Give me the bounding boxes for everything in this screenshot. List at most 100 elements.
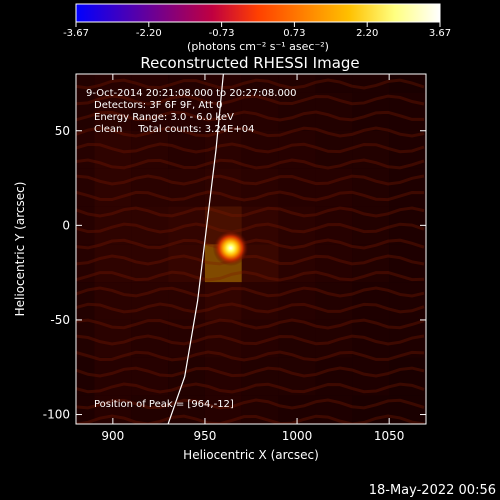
- ripple-line: [76, 222, 425, 234]
- heatmap-cell: [94, 130, 132, 169]
- solar-limb-curve: [167, 74, 224, 424]
- y-tick-label: -50: [50, 313, 70, 327]
- chart-title: Reconstructed RHESSI Image: [140, 54, 359, 72]
- heatmap-cell: [278, 130, 316, 169]
- colorbar-tick-label: -0.73: [209, 28, 235, 39]
- heatmap-cell: [278, 282, 316, 320]
- heatmap-cell: [352, 168, 390, 207]
- x-tick-label: 900: [101, 429, 124, 443]
- heatmap-cell: [204, 357, 242, 396]
- heatmap-cell: [389, 244, 426, 283]
- heatmap-cell: [94, 168, 132, 207]
- heatmap-cell: [315, 282, 353, 320]
- ripple-line: [76, 174, 425, 186]
- y-tick-label: 0: [62, 218, 70, 232]
- heatmap-cell: [315, 244, 353, 283]
- heatmap-cell: [278, 168, 316, 207]
- ripple-artifacts: [76, 78, 425, 424]
- annotation-time-range: 9-Oct-2014 20:21:08.000 to 20:27:08.000: [86, 88, 297, 99]
- heatmap-cell: [278, 74, 316, 93]
- heatmap-cell: [131, 282, 169, 320]
- colorbar-ticks: -3.67 -2.20 -0.73 0.73 2.20 3.67: [63, 22, 451, 39]
- ripple-line: [76, 286, 425, 298]
- heatmap-cell: [352, 319, 390, 358]
- heatmap-cell: [204, 130, 242, 169]
- y-tick-label: 50: [55, 124, 70, 138]
- ripple-line: [76, 126, 425, 138]
- ripple-line: [76, 110, 425, 122]
- ripple-line: [76, 302, 425, 314]
- ripple-line: [76, 142, 425, 154]
- ripple-line: [76, 270, 425, 282]
- heatmap-cell: [315, 395, 353, 424]
- heatmap-cell: [315, 357, 353, 396]
- annotation-block: 9-Oct-2014 20:21:08.000 to 20:27:08.000 …: [86, 88, 297, 135]
- ripple-line: [76, 238, 425, 250]
- heatmap-cell: [204, 168, 242, 207]
- heatmap-cell: [76, 395, 95, 424]
- footer-timestamp: 18-May-2022 00:56: [369, 483, 496, 498]
- heatmap-cell: [278, 357, 316, 396]
- x-tick-label: 1000: [282, 429, 313, 443]
- heatmap-cell: [352, 244, 390, 283]
- heatmap-cell: [168, 244, 205, 283]
- heatmap-cell: [204, 395, 242, 424]
- heatmap-cell: [389, 395, 426, 424]
- heatmap-cell: [168, 395, 205, 424]
- heatmap-cell: [352, 130, 390, 169]
- heatmap-cell: [352, 282, 390, 320]
- heatmap: [76, 74, 426, 424]
- ripple-line: [76, 254, 425, 266]
- heatmap-cell: [204, 319, 242, 358]
- heatmap-cell: [168, 206, 205, 245]
- annotation-clean-counts: Clean Total counts: 3.24E+04: [94, 124, 254, 135]
- heatmap-cell: [278, 244, 316, 283]
- heatmap-cell: [76, 92, 95, 131]
- colorbar-tick-label: 0.73: [283, 28, 305, 39]
- heatmap-cell: [241, 357, 279, 396]
- heatmap-cell: [352, 357, 390, 396]
- y-axis-label: Heliocentric Y (arcsec): [13, 182, 27, 317]
- heatmap-cell: [204, 74, 242, 93]
- ripple-line: [76, 414, 425, 424]
- colorbar-tick-label: -2.20: [136, 28, 162, 39]
- heatmap-cell: [131, 92, 169, 131]
- heatmap-cell: [241, 92, 279, 131]
- heatmap-cell: [204, 282, 242, 320]
- ripple-line: [76, 398, 425, 410]
- heatmap-cell: [241, 282, 279, 320]
- x-axis-label: Heliocentric X (arcsec): [183, 448, 319, 462]
- heatmap-cell: [389, 74, 426, 93]
- heatmap-cell: [168, 130, 205, 169]
- heatmap-cell: [389, 282, 426, 320]
- y-tick-label: -100: [43, 408, 70, 422]
- ripple-line: [76, 318, 425, 330]
- heatmap-cell: [389, 130, 426, 169]
- heatmap-cell: [352, 206, 390, 245]
- heatmap-cell: [389, 168, 426, 207]
- heatmap-cell: [168, 319, 205, 358]
- colorbar-tick-label: 2.20: [356, 28, 378, 39]
- heatmap-cell: [315, 74, 353, 93]
- annotation-detectors: Detectors: 3F 6F 9F, Att 0: [94, 100, 222, 111]
- heatmap-cell: [76, 244, 95, 283]
- ripple-line: [76, 206, 425, 218]
- flare-source: [212, 230, 249, 267]
- heatmap-cell: [168, 74, 205, 93]
- heatmap-cell: [204, 92, 242, 131]
- colorbar-tick-label: -3.67: [63, 28, 89, 39]
- ripple-line: [76, 382, 425, 394]
- heatmap-cell: [131, 395, 169, 424]
- heatmap-cell: [389, 92, 426, 131]
- heatmap-cell: [76, 130, 95, 169]
- heatmap-cell: [241, 206, 279, 245]
- heatmap-cell: [131, 168, 169, 207]
- heatmap-cell: [168, 92, 205, 131]
- heatmap-cell: [76, 319, 95, 358]
- heatmap-cell: [94, 92, 132, 131]
- heatmap-cell: [241, 168, 279, 207]
- x-tick-label: 1050: [374, 429, 405, 443]
- x-tick-label: 950: [193, 429, 216, 443]
- x-axis-ticks: 900 950 1000 1050: [101, 74, 404, 443]
- plot-frame: [75, 73, 427, 425]
